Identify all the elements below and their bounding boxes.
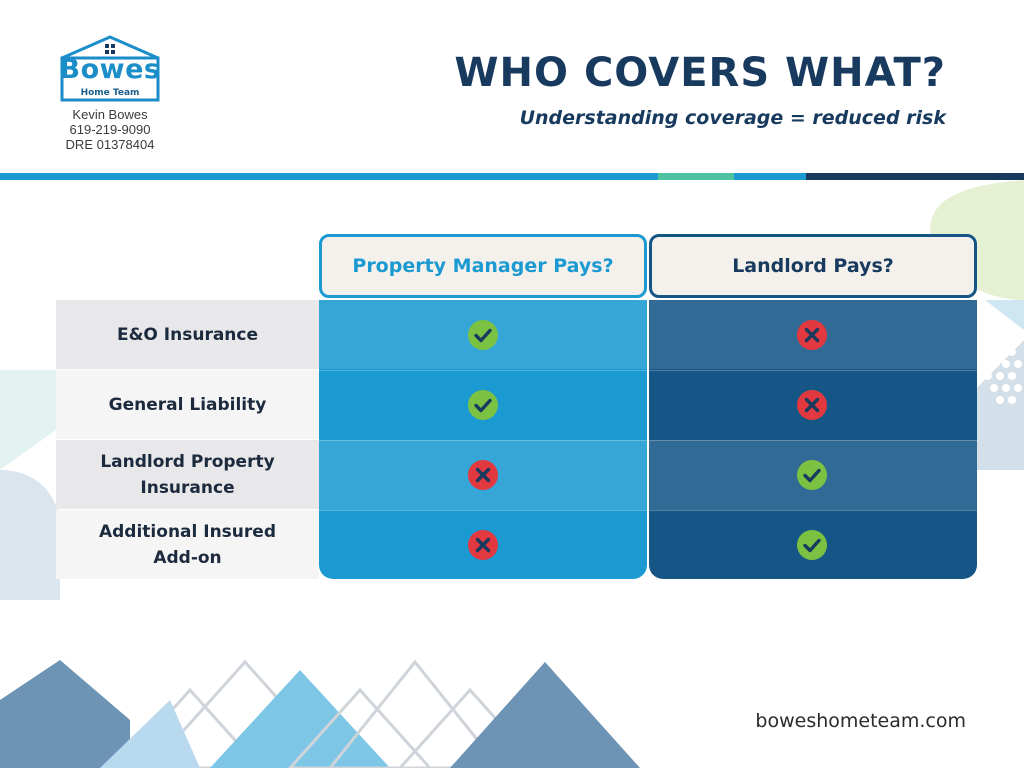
cross-icon bbox=[468, 529, 498, 560]
check-icon bbox=[797, 459, 827, 490]
cross-icon bbox=[797, 319, 827, 350]
row-label: E&O Insurance bbox=[56, 300, 319, 369]
table-row: E&O Insurance bbox=[56, 300, 977, 369]
check-icon bbox=[468, 319, 498, 350]
header-divider bbox=[0, 173, 1024, 180]
agent-name: Kevin Bowes bbox=[72, 107, 148, 122]
row-label: Landlord Property Insurance bbox=[56, 440, 319, 509]
agent-license: DRE 01378404 bbox=[65, 137, 155, 152]
table-row: Additional Insured Add-on bbox=[56, 510, 977, 579]
table-row: General Liability bbox=[56, 370, 977, 439]
row-cell-landlord bbox=[649, 370, 977, 440]
house-outline-icon bbox=[60, 35, 160, 102]
agent-phone: 619-219-9090 bbox=[69, 122, 151, 137]
check-icon bbox=[797, 529, 827, 560]
table-row: Landlord Property Insurance bbox=[56, 440, 977, 510]
row-cell-property-manager bbox=[319, 510, 647, 580]
row-label: General Liability bbox=[56, 370, 319, 439]
row-label: Additional Insured Add-on bbox=[56, 510, 319, 579]
row-cell-property-manager bbox=[319, 370, 647, 440]
cross-icon bbox=[797, 389, 827, 420]
row-cell-landlord bbox=[649, 510, 977, 580]
cross-icon bbox=[468, 459, 498, 490]
column-header-property-manager: Property Manager Pays? bbox=[319, 234, 647, 298]
page-subtitle: Understanding coverage = reduced risk bbox=[519, 107, 946, 129]
column-header-landlord: Landlord Pays? bbox=[649, 234, 977, 298]
logo-wordmark: Bowes bbox=[59, 54, 161, 85]
logo-subtext: Home Team bbox=[80, 88, 140, 98]
page-title: WHO COVERS WHAT? bbox=[454, 50, 946, 96]
company-logo[interactable]: Bowes Home Team bbox=[48, 30, 172, 154]
check-icon bbox=[468, 389, 498, 420]
website-link[interactable]: boweshometeam.com bbox=[755, 710, 966, 732]
